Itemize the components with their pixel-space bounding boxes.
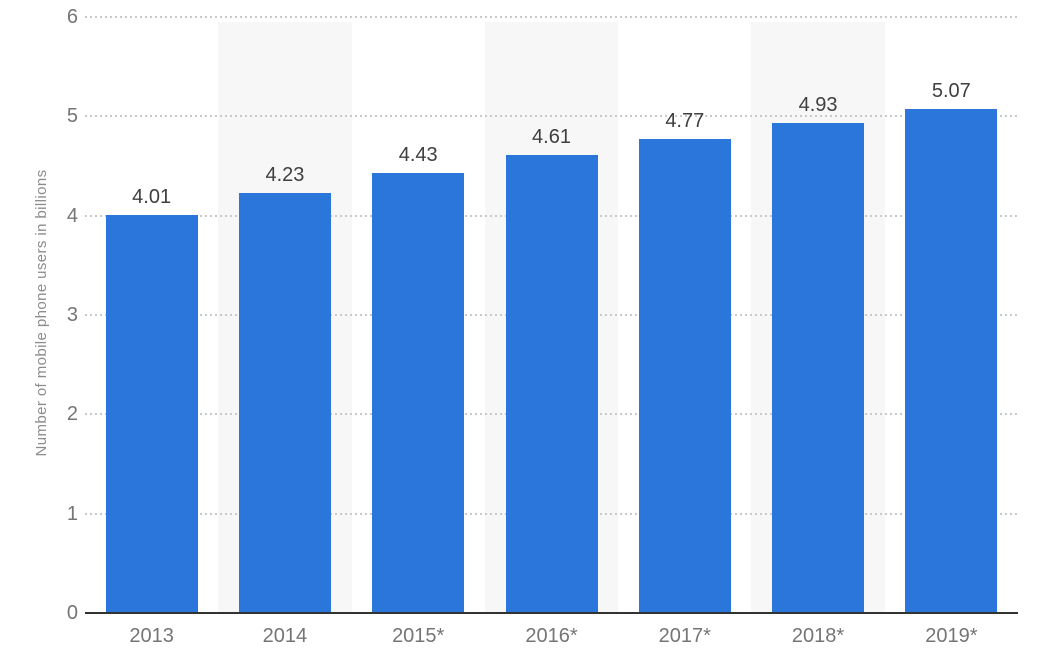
bar-2014[interactable] xyxy=(238,192,331,612)
y-axis-tick-label-3: 3 xyxy=(66,304,78,326)
bar-2017*[interactable] xyxy=(638,139,731,612)
bar-value-label-2015*: 4.43 xyxy=(398,143,438,166)
y-axis-tick-label-4: 4 xyxy=(66,204,78,227)
x-axis-label-2017*: 2017* xyxy=(658,625,711,647)
bar-value-label-2013: 4.01 xyxy=(132,185,172,208)
gridline-y-5 xyxy=(85,115,1018,118)
y-axis-tick-label-2: 2 xyxy=(66,403,78,426)
y-axis-tick-label-0: 0 xyxy=(66,602,78,624)
x-axis-label-2015*: 2015* xyxy=(392,625,445,647)
bar-value-label-2019*: 5.07 xyxy=(931,80,971,103)
x-axis-label-2014: 2014 xyxy=(262,625,308,647)
bar-2016*[interactable] xyxy=(505,155,598,612)
bar-2013[interactable] xyxy=(105,214,198,612)
y-axis-title-text: Number of mobile phone users in billions xyxy=(33,169,50,457)
y-axis-tick-label-6: 6 xyxy=(66,6,78,28)
bar-value-label-2018*: 4.93 xyxy=(798,94,838,117)
bar-value-label-2017*: 4.77 xyxy=(665,110,705,133)
gridline-y-6 xyxy=(85,16,1018,18)
y-axis-tick-label-1: 1 xyxy=(66,502,78,525)
bar-value-label-2014: 4.23 xyxy=(265,163,305,186)
bar-2018*[interactable] xyxy=(772,123,865,612)
bar-2015*[interactable] xyxy=(372,172,465,612)
x-axis-label-2018*: 2018* xyxy=(791,625,845,647)
y-axis-title: Number of mobile phone users in billions xyxy=(32,143,52,483)
bar-2019*[interactable] xyxy=(905,109,998,612)
x-axis-label-2013: 2013 xyxy=(129,625,174,647)
bar-value-label-2016*: 4.61 xyxy=(532,126,571,149)
x-axis-label-2019*: 2019* xyxy=(925,625,978,647)
x-axis-line xyxy=(85,612,1018,614)
x-axis-label-2016*: 2016* xyxy=(525,625,578,647)
y-axis-tick-label-5: 5 xyxy=(66,105,78,128)
